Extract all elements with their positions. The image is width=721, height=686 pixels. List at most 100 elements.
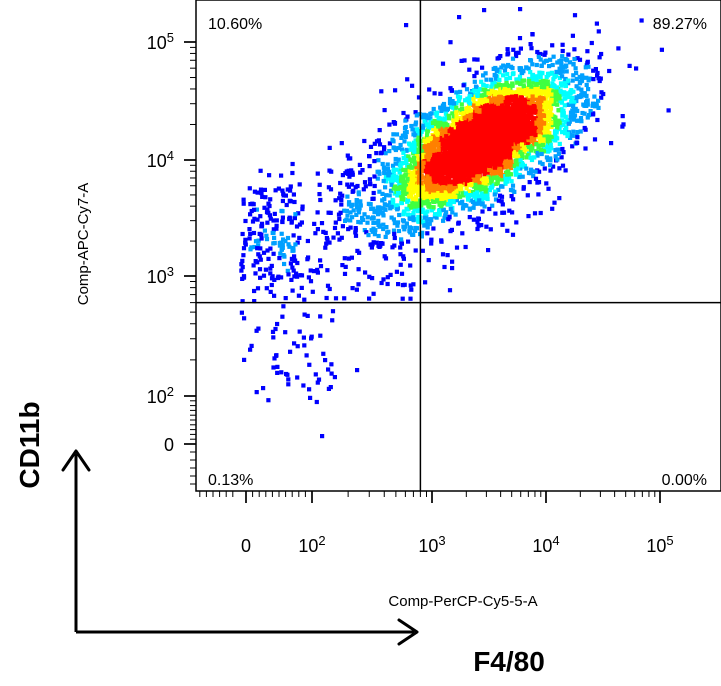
scatter-point (566, 121, 571, 126)
scatter-point (435, 120, 440, 125)
scatter-point (530, 122, 535, 127)
scatter-point (356, 267, 361, 272)
scatter-point (591, 77, 596, 82)
scatter-point (551, 54, 556, 59)
scatter-point (337, 216, 342, 222)
scatter-point (545, 130, 551, 135)
scatter-point (356, 190, 361, 195)
scatter-point (570, 78, 575, 83)
scatter-point (533, 169, 538, 174)
scatter-point (575, 130, 580, 135)
scatter-point (471, 97, 476, 102)
scatter-point (498, 166, 503, 171)
scatter-point (562, 79, 567, 85)
scatter-point (508, 85, 513, 90)
scatter-point (484, 116, 489, 121)
scatter-point (462, 98, 468, 103)
scatter-point (558, 81, 564, 86)
scatter-point (440, 252, 446, 257)
scatter-point (318, 264, 324, 269)
scatter-point (528, 155, 533, 160)
scatter-point (431, 192, 436, 198)
scatter-point (308, 268, 313, 273)
scatter-point (524, 126, 530, 131)
scatter-point (536, 54, 541, 59)
scatter-point (508, 112, 514, 117)
scatter-point (436, 145, 441, 150)
scatter-point (455, 155, 460, 160)
scatter-point (542, 128, 547, 133)
scatter-point (409, 145, 415, 150)
scatter-point (490, 139, 495, 144)
scatter-point (430, 120, 436, 125)
scatter-point (472, 79, 477, 84)
scatter-point (513, 172, 518, 177)
scatter-point (493, 77, 498, 82)
scatter-point (576, 94, 581, 99)
scatter-point (504, 76, 509, 81)
scatter-point (485, 170, 490, 175)
scatter-point (377, 128, 382, 133)
scatter-point (350, 286, 355, 291)
scatter-point (441, 167, 446, 172)
scatter-point (481, 82, 486, 87)
scatter-point (505, 228, 510, 233)
scatter-point (550, 206, 555, 211)
scatter-point (407, 174, 412, 179)
scatter-point (438, 119, 443, 124)
scatter-point (404, 189, 410, 194)
scatter-point (503, 100, 508, 105)
scatter-point (548, 142, 553, 147)
scatter-point (440, 174, 445, 179)
scatter-point (397, 212, 402, 218)
scatter-point (476, 188, 481, 193)
scatter-point (571, 129, 576, 134)
scatter-point (564, 125, 569, 130)
scatter-point (438, 105, 443, 110)
scatter-point (620, 114, 625, 119)
scatter-point (451, 140, 456, 146)
scatter-point (516, 163, 521, 168)
scatter-point (391, 217, 396, 222)
scatter-point (589, 40, 594, 46)
scatter-point (490, 99, 496, 104)
scatter-point (388, 272, 393, 277)
scatter-point (424, 154, 429, 159)
scatter-point (500, 121, 505, 126)
scatter-point (484, 224, 489, 229)
scatter-point (394, 269, 399, 274)
scatter-point (318, 258, 323, 263)
scatter-point (377, 189, 382, 194)
scatter-point (345, 153, 350, 158)
scatter-point (369, 206, 374, 211)
scatter-point (515, 129, 520, 134)
scatter-point (426, 125, 431, 130)
scatter-point (511, 197, 516, 202)
scatter-point (508, 165, 514, 171)
scatter-point (351, 208, 356, 213)
scatter-point (519, 99, 524, 105)
scatter-point (412, 161, 418, 167)
scatter-point (529, 84, 534, 89)
scatter-point (520, 110, 525, 115)
scatter-point (496, 177, 501, 182)
scatter-point (586, 78, 591, 83)
scatter-point (400, 160, 405, 165)
scatter-point (420, 115, 425, 120)
scatter-point (536, 192, 541, 197)
scatter-point (357, 162, 362, 167)
scatter-point (488, 155, 493, 160)
scatter-point (449, 180, 454, 185)
scatter-point (437, 163, 442, 168)
scatter-point (476, 201, 481, 206)
scatter-point (437, 208, 442, 213)
scatter-point (519, 116, 524, 121)
scatter-point (509, 179, 514, 184)
scatter-point (393, 161, 398, 166)
scatter-point (557, 127, 562, 132)
scatter-point (461, 193, 466, 198)
scatter-point (454, 100, 459, 106)
scatter-point (442, 131, 448, 136)
scatter-point (533, 116, 538, 121)
scatter-point (488, 185, 493, 190)
